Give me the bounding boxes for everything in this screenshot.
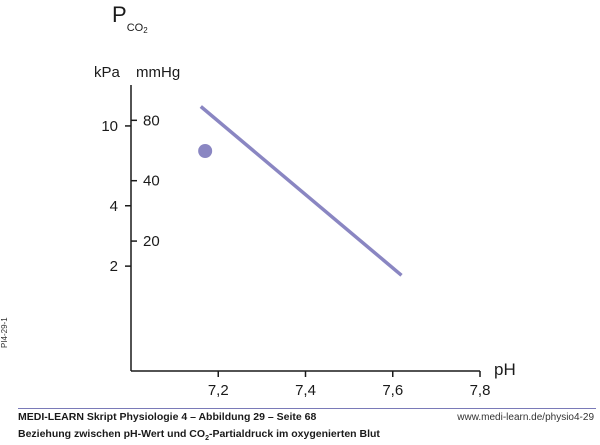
y-tick-label-kpa: 2 xyxy=(110,258,118,275)
data-point xyxy=(198,143,213,158)
y-tick-label-mmhg: 80 xyxy=(143,112,160,129)
x-axis-label: pH xyxy=(494,360,516,379)
x-tick-label: 7,2 xyxy=(208,382,229,399)
y-unit-mmhg: mmHg xyxy=(136,64,180,81)
footer-url: www.medi-learn.de/physio4-29 xyxy=(457,412,594,423)
x-tick-label: 7,8 xyxy=(470,382,491,399)
footer-source: MEDI-LEARN Skript Physiologie 4 – Abbild… xyxy=(18,411,317,423)
y-axis-title: PCO2 xyxy=(112,2,148,35)
caption-text-post: -Partialdruck im oxygenierten Blut xyxy=(208,428,380,440)
series-line xyxy=(199,105,403,277)
y-tick-label-mmhg: 20 xyxy=(143,233,160,250)
y-tick-label-mmhg: 40 xyxy=(143,173,160,190)
y-tick-label-kpa: 10 xyxy=(101,118,118,135)
y-axis-title-sub: CO xyxy=(127,22,144,34)
y-axis-title-sub2: 2 xyxy=(143,26,148,35)
figure-code: PI4-29-1 xyxy=(0,317,9,348)
y-unit-kpa: kPa xyxy=(94,64,121,81)
footer-divider xyxy=(18,408,596,409)
y-tick-label-kpa: 4 xyxy=(110,198,118,215)
y-axis-title-main: P xyxy=(112,2,127,27)
caption-subscript: 2 xyxy=(205,435,209,443)
x-tick-label: 7,4 xyxy=(295,382,316,399)
caption-text-pre: Beziehung zwischen pH-Wert und CO xyxy=(18,428,206,440)
figure-caption: Beziehung zwischen pH-Wert und CO2-Parti… xyxy=(18,428,380,442)
chart-marks: 7,2 7,4 7,6 7,8 2 4 10 20 40 80 xyxy=(101,105,491,399)
x-tick-label: 7,6 xyxy=(382,382,403,399)
